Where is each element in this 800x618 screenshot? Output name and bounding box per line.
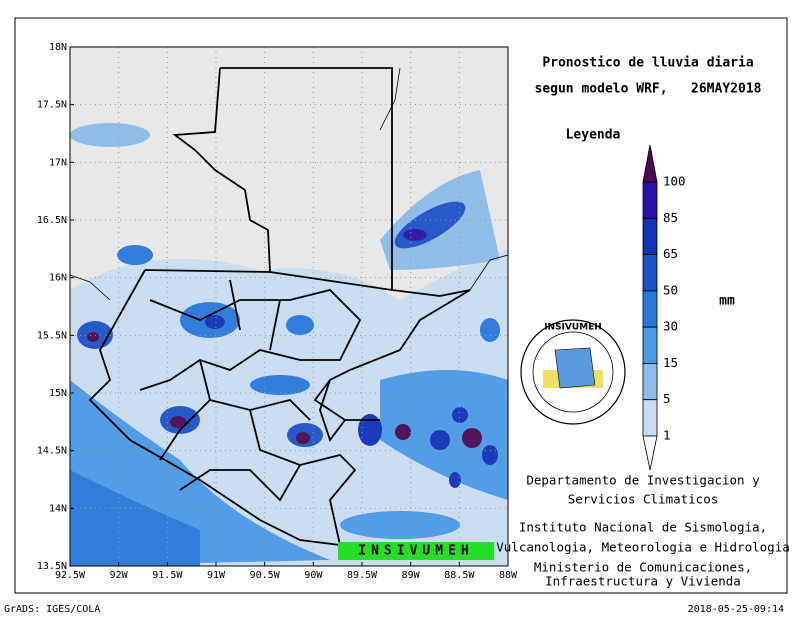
title-line: Pronostico de lluvia diaria	[542, 56, 753, 71]
colorbar-label: 30	[663, 319, 678, 334]
stamp-box	[338, 542, 494, 560]
colorbar-label: 50	[663, 282, 678, 297]
x-tick-label: 89.5W	[347, 570, 378, 581]
map-frame	[69, 46, 509, 567]
colorbar-cap	[642, 435, 658, 471]
x-tick-label: 91.5W	[152, 570, 183, 581]
map: INSIVUMEH	[69, 46, 509, 567]
colorbar-band	[642, 217, 658, 255]
y-tick-label: 16.5N	[37, 215, 67, 226]
legend-title: Leyenda	[566, 128, 621, 143]
footer-left: GrADS: IGES/COLA	[4, 604, 100, 615]
credit-line: Infraestructura y Vivienda	[545, 574, 741, 589]
colorbar-band	[642, 363, 658, 401]
y-tick-label: 14N	[49, 503, 67, 514]
title-line: segun modelo WRF, 26MAY2018	[535, 82, 762, 97]
x-tick-label: 92.5W	[55, 570, 86, 581]
y-tick-label: 13.5N	[37, 561, 67, 572]
y-tick-label: 15.5N	[37, 330, 67, 341]
colorbar: 100 85 65 50 30 15 5 1	[642, 144, 686, 471]
axis-ticks: 92.5W 92W 91.5W 91W 90.5W 90W 89.5W 89W 88.5W 88W…	[37, 42, 518, 581]
x-tick-label: 90.5W	[250, 570, 281, 581]
graticule	[70, 47, 508, 566]
y-tick-label: 16N	[49, 273, 67, 284]
y-tick-label: 15N	[49, 388, 67, 399]
y-tick-label: 14.5N	[37, 446, 67, 457]
x-tick-label: 88W	[499, 570, 518, 581]
x-tick-label: 92W	[110, 570, 129, 581]
borders	[88, 67, 471, 546]
rain-field	[70, 123, 508, 566]
colorbar-label: 5	[663, 391, 671, 406]
x-tick-label: 88.5W	[444, 570, 475, 581]
colorbar-band	[642, 181, 658, 219]
colorbar-band	[642, 399, 658, 437]
logo-text: INSIVUMEH	[544, 323, 602, 333]
x-tick-label: 89W	[402, 570, 421, 581]
x-tick-label: 91W	[207, 570, 226, 581]
colorbar-band	[642, 254, 658, 292]
colorbar-band	[642, 290, 658, 328]
credit-line: Ministerio de Comunicaciones,	[534, 560, 752, 575]
colorbar-band	[642, 326, 658, 364]
logo: INSIVUMEH	[520, 319, 626, 425]
y-tick-label: 17N	[49, 157, 67, 168]
colorbar-label: 65	[663, 246, 678, 261]
stamp: INSIVUMEH	[358, 544, 473, 559]
credit-line: Departamento de Investigacion y	[526, 473, 760, 488]
x-tick-label: 90W	[304, 570, 323, 581]
colorbar-cap	[642, 144, 658, 183]
colorbar-label: 1	[663, 428, 671, 443]
colorbar-label: 85	[663, 210, 678, 225]
y-tick-label: 18N	[49, 42, 67, 53]
colorbar-label: 15	[663, 355, 678, 370]
credit-line: Instituto Nacional de Sismologia,	[519, 520, 767, 535]
credits: Departamento de Investigacion y Servicios…	[496, 473, 790, 589]
outer-frame	[14, 17, 788, 594]
legend-unit: mm	[719, 294, 735, 309]
credit-line: Vulcanologia, Meteorologia e Hidrologia	[496, 540, 790, 555]
colorbar-label: 100	[663, 174, 686, 189]
neighbor-coast	[69, 67, 509, 301]
y-tick-label: 17.5N	[37, 100, 67, 111]
footer-right: 2018-05-25-09:14	[688, 604, 784, 615]
credit-line: Servicios Climaticos	[568, 492, 719, 507]
